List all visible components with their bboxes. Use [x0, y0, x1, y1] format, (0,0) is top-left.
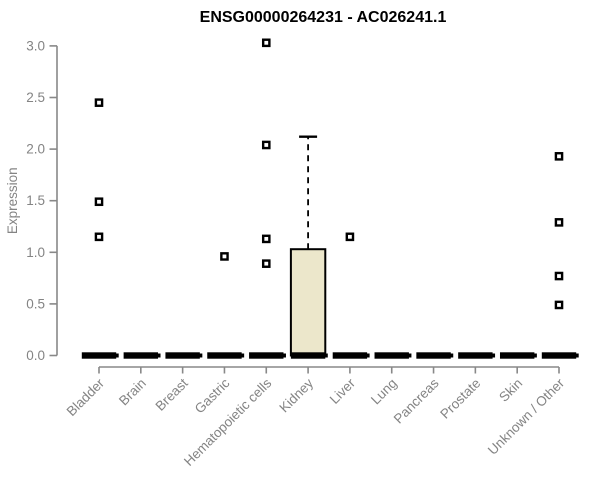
x-tick-label: Pancreas [391, 375, 442, 426]
median-bar-end [366, 353, 370, 358]
outlier-point [261, 140, 271, 150]
median-bar-end [408, 353, 412, 358]
y-tick-label: 1.5 [26, 193, 45, 208]
x-tick-label: Bladder [64, 375, 108, 419]
median-bar-end [533, 353, 537, 358]
outlier-point [261, 259, 271, 268]
y-tick-label: 0.0 [26, 348, 45, 363]
x-tick-label: Breast [153, 375, 191, 413]
median-bar-end [241, 353, 245, 358]
x-tick-label: Kidney [276, 375, 316, 415]
median-bar-end [199, 353, 203, 358]
outlier-point [554, 300, 564, 310]
outlier-point [554, 152, 564, 161]
median-bar-end [575, 353, 579, 358]
median-bar [374, 352, 409, 359]
median-bar-end [492, 353, 496, 358]
outlier-point [345, 232, 355, 242]
median-bar-end [115, 353, 119, 358]
median-bar [416, 352, 451, 359]
median-bar [81, 352, 117, 359]
x-tick-label: Gastric [192, 375, 233, 416]
chart-title: ENSG00000264231 - AC026241.1 [199, 9, 447, 26]
x-tick-label: Prostate [437, 376, 483, 422]
median-bar [165, 352, 200, 359]
x-tick-label: Liver [327, 375, 359, 407]
y-tick-label: 2.0 [26, 142, 45, 157]
median-bar [290, 352, 326, 359]
outlier-point [94, 197, 104, 207]
outlier-point [94, 232, 104, 242]
median-bar [499, 352, 535, 359]
y-tick-label: 3.0 [26, 38, 45, 53]
median-bar [249, 352, 284, 359]
y-tick-label: 2.5 [26, 90, 45, 105]
x-tick-label: Skin [496, 376, 525, 405]
x-tick-label: Brain [116, 376, 149, 409]
y-tick-label: 1.0 [26, 245, 45, 260]
outlier-point [554, 271, 564, 281]
y-axis-title: Expression [5, 167, 20, 234]
outlier-point [220, 252, 229, 261]
outlier-point [261, 234, 271, 244]
median-bar-end [157, 353, 161, 358]
outlier-point [94, 98, 104, 107]
outlier-point [554, 218, 564, 227]
median-bar-end [282, 353, 286, 358]
median-bar-end [450, 353, 454, 358]
x-tick-label: Lung [368, 376, 400, 408]
median-bar [332, 352, 368, 359]
box [289, 248, 327, 357]
median-bar [458, 352, 493, 359]
x-tick-label: Unknown / Other [485, 375, 568, 458]
y-tick-label: 0.5 [26, 296, 45, 311]
median-bar [207, 352, 242, 359]
median-bar-end [324, 353, 328, 358]
median-bar [123, 352, 159, 359]
outlier-point [261, 38, 271, 48]
median-bar [541, 352, 577, 359]
